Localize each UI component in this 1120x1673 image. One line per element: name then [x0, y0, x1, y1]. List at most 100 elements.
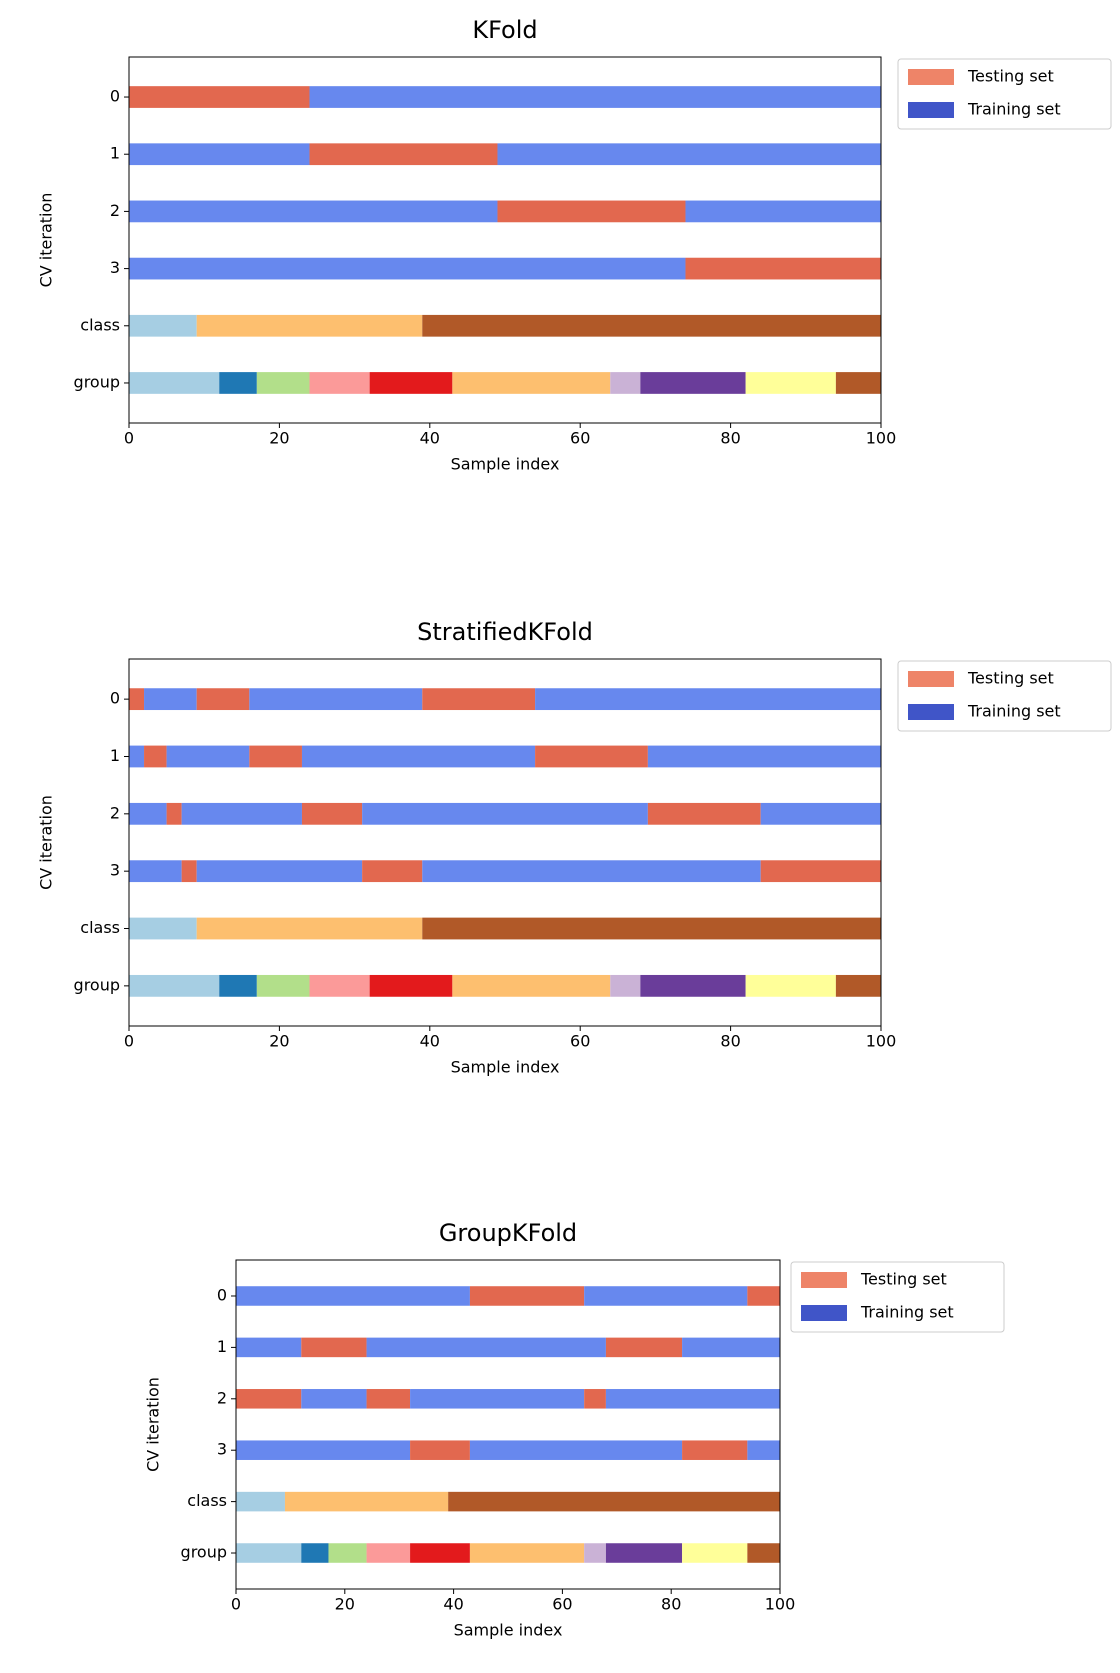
subplot-title: GroupKFold — [439, 1219, 577, 1247]
bar-segment — [181, 860, 197, 883]
bar-segment — [452, 974, 611, 997]
y-tick-label: 3 — [217, 1440, 227, 1459]
axes-frame — [128, 658, 882, 1027]
y-tick-label: 0 — [110, 689, 120, 708]
legend-label: Testing set — [967, 669, 1054, 688]
y-tick-label: group — [74, 372, 120, 391]
bar-segment — [366, 1389, 411, 1409]
y-tick-label: 1 — [110, 144, 120, 163]
bar-segment — [747, 1286, 780, 1306]
bar-segment — [610, 372, 641, 394]
y-tick-label: 0 — [217, 1285, 227, 1304]
y-tick-label: 3 — [110, 258, 120, 277]
subplot: StratifiedKFold 0 1 2 3 class group 0 20 40 60 80 10… — [37, 618, 1112, 1077]
bar-segment — [328, 1543, 367, 1563]
axes-frame — [235, 1259, 781, 1590]
x-tick-label: 0 — [124, 429, 134, 448]
bar-segment — [535, 745, 648, 768]
x-tick-label: 80 — [720, 429, 740, 448]
bar-segment — [219, 974, 257, 997]
bar-segment — [129, 745, 145, 768]
legend-swatch — [801, 1305, 847, 1321]
y-tick-label: class — [80, 315, 120, 334]
bar-segment — [640, 372, 746, 394]
y-axis-label: CV iteration — [144, 1377, 163, 1472]
bar-segment — [422, 860, 761, 883]
x-axis-label: Sample index — [451, 455, 560, 474]
bar-segment — [410, 1440, 470, 1460]
bar-segment — [196, 688, 250, 711]
subplot: KFold 0 1 2 3 class group 0 20 40 60 80 100 Sample in… — [37, 16, 1112, 474]
bar-segment — [584, 1543, 606, 1563]
bar-segment — [309, 143, 498, 166]
bar-segment — [422, 917, 881, 940]
y-tick-label: 1 — [110, 746, 120, 765]
bar-segment — [835, 974, 881, 997]
bar-segment — [256, 974, 310, 997]
bar-segment — [422, 314, 881, 337]
bar-segment — [129, 917, 197, 940]
bar-segment — [166, 745, 250, 768]
bar-segment — [144, 745, 167, 768]
y-tick-label: 0 — [110, 87, 120, 106]
y-tick-label: 3 — [110, 861, 120, 880]
bar-segment — [747, 1440, 780, 1460]
bar-segment — [497, 143, 881, 166]
bar-segment — [685, 200, 881, 223]
x-tick-label: 80 — [720, 1032, 740, 1051]
bar-segment — [196, 314, 423, 337]
bar-segment — [362, 860, 423, 883]
bar-segment — [369, 372, 453, 394]
bar-segment — [129, 200, 498, 223]
bar-segment — [682, 1337, 780, 1358]
x-tick-label: 20 — [269, 429, 289, 448]
legend-label: Training set — [967, 100, 1061, 119]
x-tick-label: 80 — [661, 1595, 681, 1614]
legend-label: Testing set — [967, 67, 1054, 86]
bar-segment — [284, 1491, 449, 1512]
bar-segment — [469, 1440, 683, 1460]
x-tick-label: 100 — [765, 1595, 796, 1614]
legend-swatch — [908, 704, 954, 720]
bar-segment — [647, 802, 761, 825]
bar-segment — [369, 974, 453, 997]
bar-segment — [745, 372, 836, 394]
x-axis-label: Sample index — [454, 1621, 563, 1640]
x-tick-label: 20 — [269, 1032, 289, 1051]
y-tick-label: 2 — [217, 1388, 227, 1407]
bar-segment — [129, 86, 310, 108]
bar-segment — [366, 1337, 606, 1358]
bar-segment — [236, 1337, 302, 1358]
bar-segment — [236, 1389, 302, 1409]
legend-label: Training set — [860, 1303, 954, 1322]
bar-segment — [469, 1286, 585, 1306]
bar-segment — [301, 745, 536, 768]
x-tick-label: 0 — [231, 1595, 241, 1614]
legend-label: Testing set — [860, 1270, 947, 1289]
bar-segment — [682, 1440, 748, 1460]
bar-segment — [219, 372, 257, 394]
bar-segment — [747, 1543, 780, 1563]
x-tick-label: 100 — [866, 1032, 897, 1051]
bar-segment — [760, 860, 881, 883]
bar-segment — [605, 1389, 780, 1409]
bar-segment — [129, 974, 220, 997]
bar-segment — [745, 974, 836, 997]
legend-swatch — [801, 1272, 847, 1288]
bar-segment — [366, 1543, 411, 1563]
y-tick-label: class — [80, 918, 120, 937]
bar-segment — [236, 1440, 411, 1460]
y-tick-label: group — [181, 1543, 227, 1562]
bar-segment — [497, 200, 686, 223]
bar-segment — [166, 802, 182, 825]
bar-segment — [422, 688, 536, 711]
bar-segment — [129, 143, 310, 166]
y-tick-label: class — [187, 1491, 227, 1510]
bar-segment — [301, 1337, 367, 1358]
bar-segment — [410, 1543, 470, 1563]
bar-segment — [469, 1543, 585, 1563]
bar-segment — [181, 802, 302, 825]
bar-segment — [144, 688, 197, 711]
x-tick-label: 60 — [570, 1032, 590, 1051]
